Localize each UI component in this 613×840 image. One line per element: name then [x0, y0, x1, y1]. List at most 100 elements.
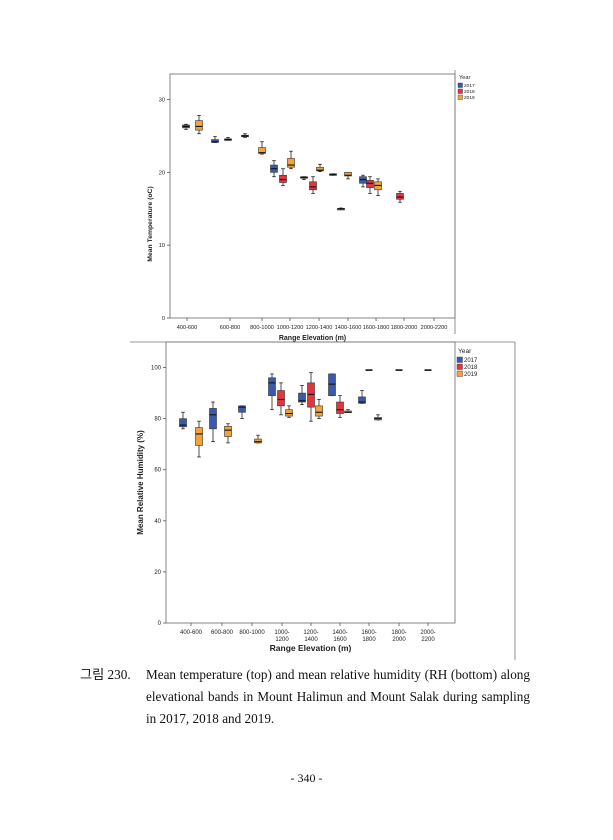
box-800-1000-2019	[254, 434, 262, 444]
legend-swatch-2019	[457, 94, 463, 100]
box-iqr	[344, 172, 352, 177]
x-tick-label: 1400-	[332, 630, 347, 636]
box-600-800-2019	[224, 423, 232, 444]
x-tick-label: 1200	[275, 637, 289, 643]
legend-label-2019: 2019	[464, 372, 478, 378]
box-1600-1800-2019	[374, 414, 382, 421]
box-iqr	[307, 382, 315, 408]
box-iqr	[358, 396, 366, 404]
y-tick-label: 40	[154, 519, 161, 525]
x-tick-label: 1200-	[303, 630, 318, 636]
legend-label-2019: 2019	[464, 95, 475, 101]
box-iqr	[309, 181, 317, 191]
legend-swatch-2017	[456, 356, 463, 363]
box-1400-1600-2017	[328, 373, 336, 397]
box-iqr	[396, 193, 404, 200]
box-1400-1600-2017	[329, 173, 337, 176]
x-tick-label: 1800	[362, 637, 376, 643]
x-tick-label: 1600-1800	[363, 325, 390, 331]
x-tick-label: 1000-	[274, 630, 289, 636]
box-1200-1400-2019	[315, 399, 323, 420]
box-800-1000-2017	[238, 405, 246, 420]
box-1200-1400-2018	[307, 372, 315, 422]
box-1000-1200-2018	[277, 382, 285, 416]
y-tick-label: 30	[159, 97, 165, 103]
box-800-1000-2019	[258, 141, 266, 155]
box-iqr	[298, 392, 306, 403]
legend-swatch-2019	[456, 370, 463, 377]
y-tick-label: 60	[154, 468, 161, 474]
humidity-chart: 0 20 40 60 80 100 Mean Relative Humidity (%) 40…	[136, 341, 478, 653]
x-tick-label: 400-600	[180, 630, 203, 636]
x-tick-label: 400-600	[177, 325, 198, 331]
legend-swatch-2018	[457, 88, 463, 94]
box-1600-1800-2018	[366, 176, 374, 194]
box-iqr	[254, 438, 262, 444]
box-600-800-2017	[211, 136, 219, 143]
x-tick-label: 600-800	[211, 630, 234, 636]
box-400-600-2017	[179, 411, 187, 430]
caption-text: Mean temperature (top) and mean relative…	[146, 667, 530, 726]
y-tick-label: 100	[151, 366, 162, 372]
caption-label: 그림 230.	[80, 667, 131, 682]
box-1600-1800-2017	[358, 390, 366, 404]
box-iqr	[285, 409, 293, 417]
box-1000-1200-2017	[268, 373, 276, 411]
x-axis-label: Range Elevation (m)	[270, 643, 352, 653]
box-600-800-2019	[224, 136, 232, 141]
box-iqr	[287, 158, 295, 168]
box-iqr	[277, 390, 285, 407]
box-iqr	[179, 418, 187, 428]
legend-title: Year	[458, 348, 472, 355]
box-400-600-2019	[195, 115, 203, 135]
x-axis-label: Range Elevation (m)	[279, 335, 346, 342]
y-tick-label: 20	[159, 170, 165, 176]
x-tick-label: 2000	[392, 637, 406, 643]
box-1600-1800-2019	[374, 178, 382, 197]
x-tick-label: 1600	[333, 637, 347, 643]
y-tick-label: 80	[154, 417, 161, 423]
box-iqr	[328, 373, 336, 396]
x-tick-label: 1600-	[361, 630, 376, 636]
box-1600-1800-2017	[359, 174, 367, 188]
x-tick-label: 1000-1200	[277, 325, 304, 331]
x-tick-label: 1800-2000	[391, 325, 418, 331]
box-1200-1400-2017	[298, 385, 306, 405]
x-tick-label: 2200	[421, 637, 435, 643]
box-iqr	[211, 139, 219, 143]
box-iqr	[316, 166, 324, 172]
legend-label-2018: 2018	[464, 89, 475, 95]
page-number: - 340 -	[290, 771, 323, 785]
box-iqr	[279, 174, 287, 183]
figure-caption: 그림 230. Mean temperature (top) and mean …	[80, 664, 530, 730]
box-iqr	[209, 408, 217, 430]
x-tick-label: 2000-2200	[421, 325, 448, 331]
box-iqr	[238, 405, 246, 413]
x-tick-label: 1800-	[391, 630, 406, 636]
box-1400-1600-2018	[337, 207, 345, 211]
x-tick-label: 1400-1600	[335, 325, 362, 331]
legend-title: Year	[459, 75, 470, 81]
plot-area	[169, 73, 456, 319]
box-600-800-2017	[209, 401, 217, 443]
box-iqr	[258, 147, 266, 154]
box-1400-1600-2019	[344, 171, 352, 180]
x-tick-label: 800-1000	[239, 630, 265, 636]
y-tick-label: 0	[158, 621, 162, 627]
box-400-600-2019	[195, 420, 203, 458]
box-iqr	[336, 401, 344, 414]
box-iqr	[315, 405, 323, 417]
legend-swatch-2018	[456, 363, 463, 370]
box-1800-2000-2018	[396, 190, 404, 203]
box-1000-1200-2019	[287, 150, 295, 170]
legend-label-2018: 2018	[464, 365, 478, 371]
y-tick-label: 20	[154, 570, 161, 576]
box-1400-1600-2018	[336, 395, 344, 418]
box-1200-1400-2019	[316, 163, 324, 173]
box-1000-1200-2018	[279, 168, 287, 186]
box-1400-1600-2019	[344, 409, 352, 413]
x-tick-label: 600-800	[220, 325, 241, 331]
